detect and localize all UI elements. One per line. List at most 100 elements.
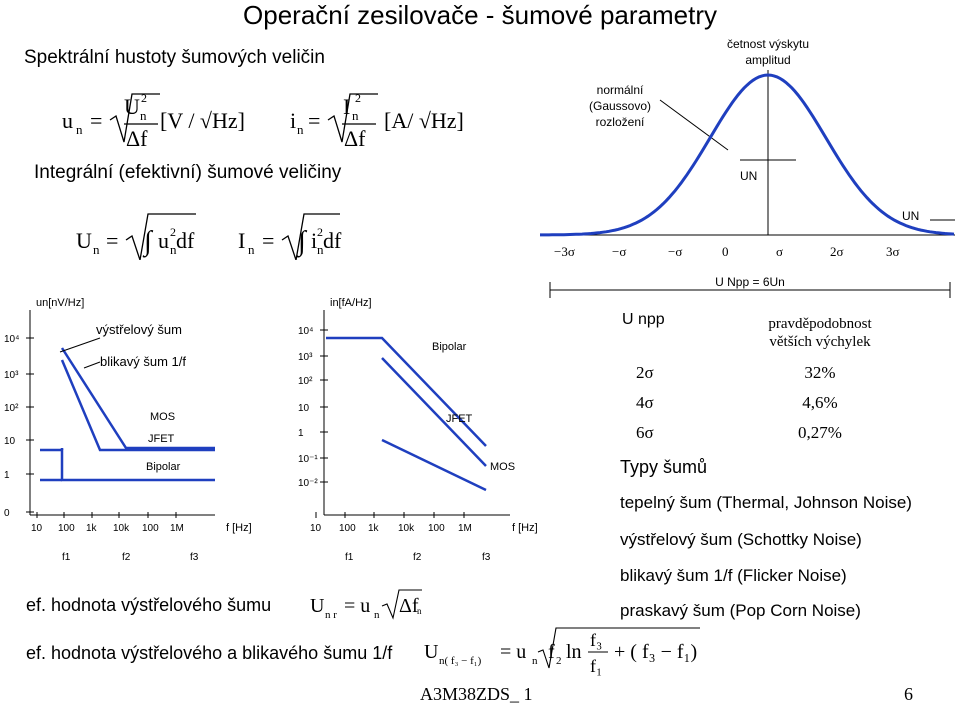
gauss-axis-ticks: −3σ −σ −σ 0 σ 2σ 3σ: [554, 244, 900, 259]
svg-text:u: u: [158, 228, 169, 253]
x-tick-label: 1M: [170, 523, 184, 534]
chart2-label-jfet: JFET: [446, 413, 473, 425]
svg-text:n r: n r: [325, 609, 337, 621]
gauss-tick-label: 2σ: [830, 244, 844, 259]
chart1-label-shot: výstřelový šum: [96, 322, 182, 337]
flicker-noise-label: ef. hodnota výstřelového a blikavého šum…: [26, 643, 393, 663]
svg-text:2: 2: [556, 655, 562, 667]
svg-text:n: n: [532, 655, 538, 667]
y-tick-label: 1: [298, 428, 304, 439]
svg-text:n: n: [317, 242, 324, 257]
svg-text:2: 2: [141, 91, 147, 105]
svg-text:n: n: [248, 242, 255, 257]
x-tick-label: 1k: [86, 523, 98, 534]
svg-text:= u: = u: [500, 641, 526, 663]
gauss-tick-label: 3σ: [886, 244, 900, 259]
y-tick-label: 10⁻¹: [298, 454, 318, 465]
shot-noise-label: ef. hodnota výstřelového šumu: [26, 595, 272, 615]
gauss-top-label-1: četnost výskytu: [727, 37, 809, 51]
chart2-label-bipolar: Bipolar: [432, 341, 467, 353]
x-tick-label: 10k: [113, 523, 130, 534]
svg-text:n: n: [140, 108, 147, 123]
svg-text:n: n: [374, 609, 380, 621]
chart1-bipolar-curve: [40, 448, 215, 482]
gauss-tick-label: −σ: [612, 244, 626, 259]
svg-text:=: =: [106, 228, 118, 253]
table-header-right-1: pravděpodobnost: [768, 316, 872, 332]
gauss-top-label-2: amplitud: [745, 53, 790, 67]
chart1-label-bipolar: Bipolar: [146, 461, 181, 473]
x-tick-label: 10: [310, 523, 322, 534]
gauss-normal-label-3: rozložení: [596, 115, 645, 129]
svg-text:+ ( f₃ − f₁): + ( f₃ − f₁): [614, 641, 697, 663]
svg-text:Δf: Δf: [399, 595, 419, 617]
chart1-ylabel: un[nV/Hz]: [36, 297, 84, 309]
gauss-pointer: [659, 99, 729, 151]
chart2-xunit: f [Hz]: [512, 522, 538, 534]
chart1-x-ticks: 10 100 1k 10k 100 1M: [31, 512, 184, 534]
chart2-x-ticks: 10 100 1k 10k 100 1M: [310, 512, 472, 534]
gauss-tick-label: 0: [722, 244, 729, 259]
unpp-caption: U Npp = 6Un: [715, 275, 785, 289]
svg-text:n: n: [297, 122, 304, 137]
svg-text:f: f: [548, 641, 555, 663]
svg-text:f₃: f₃: [590, 630, 602, 650]
x-tick-label: 100: [58, 523, 75, 534]
table-row-3-key: 6σ: [636, 423, 654, 442]
svg-text:i: i: [311, 228, 317, 253]
svg-text:df: df: [323, 228, 342, 253]
chart2-f2: f2: [413, 552, 422, 563]
table-row-2-value: 4,6%: [802, 393, 837, 412]
probability-table: U npp pravděpodobnost větších výchylek 2…: [622, 311, 872, 442]
svg-text:u: u: [62, 108, 73, 133]
y-tick-label: 10: [298, 403, 310, 414]
x-tick-label: 100: [428, 523, 445, 534]
svg-text:Δf: Δf: [344, 126, 366, 151]
chart1-f3: f3: [190, 552, 199, 563]
svg-text:2: 2: [317, 225, 323, 239]
section-integral-heading: Integrální (efektivní) šumové veličiny: [34, 162, 342, 183]
table-row-3-value: 0,27%: [798, 423, 842, 442]
page-title: Operační zesilovače - šumové parametry: [243, 0, 717, 30]
svg-text:U: U: [310, 595, 325, 617]
svg-text:U: U: [76, 228, 92, 253]
table-row-2-key: 4σ: [636, 393, 654, 412]
table-row-1-key: 2σ: [636, 363, 654, 382]
chart2-f1: f1: [345, 552, 354, 563]
svg-text:=: =: [308, 108, 320, 133]
chart2-ylabel: in[fA/Hz]: [330, 297, 372, 309]
chart1-f2: f2: [122, 552, 131, 563]
y-tick-label: 10²: [298, 376, 313, 387]
page-number: 6: [904, 684, 913, 704]
gauss-tick-label: −3σ: [554, 244, 575, 259]
chart1-f1: f1: [62, 552, 71, 563]
chart1-mos-curve: [60, 347, 215, 450]
svg-text:2: 2: [355, 91, 361, 105]
svg-text:f₁: f₁: [590, 656, 602, 676]
svg-text:I: I: [343, 94, 350, 119]
noise-type-shot: výstřelový šum (Schottky Noise): [620, 530, 862, 549]
y-tick-label: 10: [4, 436, 16, 447]
chart2-label-mos: MOS: [490, 461, 515, 473]
svg-text:n( f₃ − f₁): n( f₃ − f₁): [439, 655, 482, 667]
y-tick-label: 10⁴: [298, 326, 313, 337]
gauss-un-label: UN: [740, 169, 757, 183]
gauss-curve: [540, 73, 955, 237]
y-tick-label: 10⁻²: [298, 478, 318, 489]
y-tick-label: 10³: [4, 370, 19, 381]
table-header-right-2: větších výchylek: [769, 334, 871, 350]
x-tick-label: 1k: [368, 523, 380, 534]
noise-types-heading: Typy šumů: [620, 457, 708, 477]
gauss-tick-label: −σ: [668, 244, 682, 259]
chart1-label-flicker: blikavý šum 1/f: [100, 354, 186, 369]
y-tick-label: 0: [4, 508, 10, 519]
chart2-bipolar-curve: [326, 336, 487, 447]
chart1-label-mos: MOS: [150, 411, 175, 423]
